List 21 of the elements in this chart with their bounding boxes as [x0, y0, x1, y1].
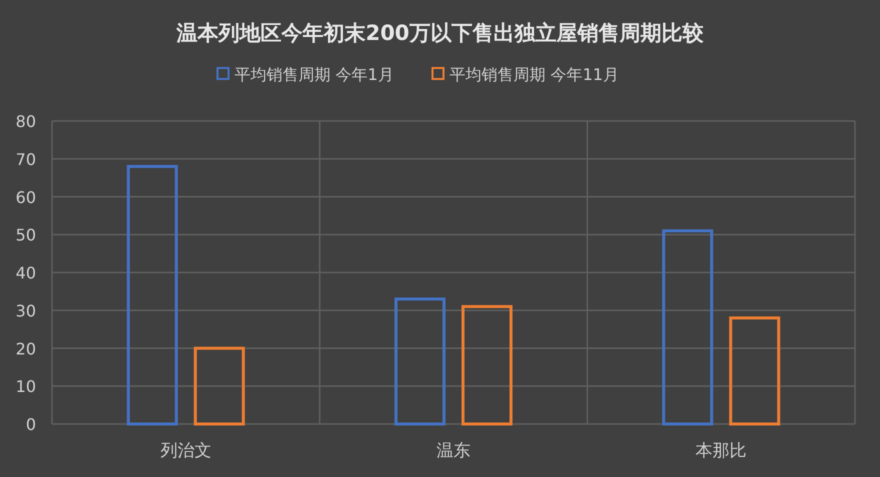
y-tick-label: 20 — [16, 339, 36, 358]
bar — [662, 229, 714, 426]
x-tick-label: 本那比 — [696, 441, 747, 461]
x-tick-label: 列治文 — [160, 441, 212, 461]
bar — [126, 164, 178, 426]
y-tick-label: 70 — [16, 150, 36, 169]
bar — [394, 298, 446, 426]
y-tick-label: 30 — [16, 301, 36, 320]
y-tick-label: 40 — [16, 264, 36, 282]
bar — [194, 346, 245, 426]
y-tick-label: 80 — [16, 112, 36, 131]
y-tick-label: 60 — [16, 188, 36, 207]
legend-label: 平均销售周期 今年11月 — [450, 65, 619, 84]
legend-label: 平均销售周期 今年1月 — [234, 65, 394, 84]
bar — [462, 305, 512, 426]
chart-title: 温本列地区今年初末200万以下售出独立屋销售周期比较 — [176, 21, 704, 45]
bar — [729, 316, 780, 426]
y-tick-label: 0 — [26, 415, 36, 434]
x-tick-label: 温东 — [436, 441, 470, 461]
y-tick-label: 10 — [16, 377, 36, 396]
y-tick-label: 50 — [16, 226, 36, 245]
